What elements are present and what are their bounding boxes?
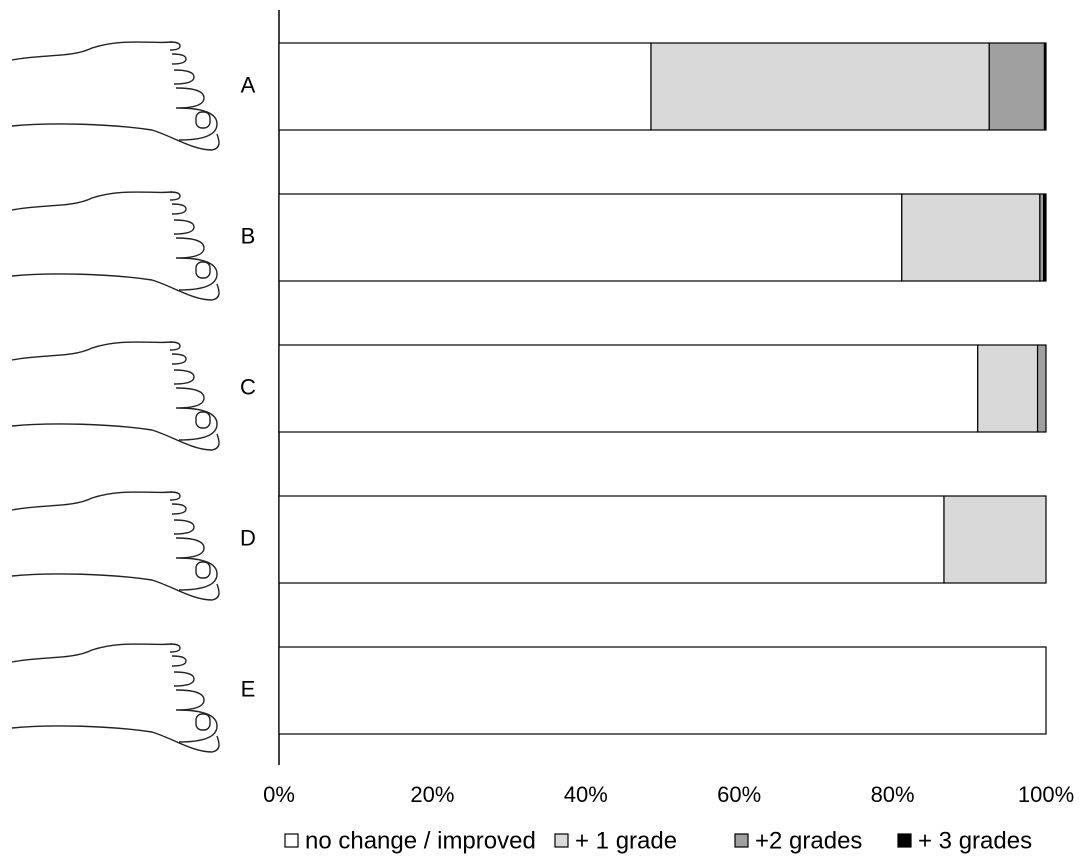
x-tick-label: 100% — [1018, 782, 1074, 807]
bar-segment — [279, 496, 944, 583]
bar-segment — [279, 345, 978, 432]
chart: 0% 20% 40% 60% 80% 100% A B C D Eno change / impro… — [0, 0, 1081, 865]
legend-swatch — [735, 834, 748, 847]
bar-segment — [279, 194, 902, 281]
x-tick-label: 40% — [564, 782, 608, 807]
x-tick-label: 20% — [410, 782, 454, 807]
bar-segment — [279, 647, 1046, 734]
x-tick-label: 80% — [871, 782, 915, 807]
category-label: C — [240, 374, 256, 399]
legend-swatch — [285, 834, 298, 847]
bar-segment — [1044, 194, 1046, 281]
category-label: B — [241, 223, 256, 248]
bar-segment — [1038, 345, 1046, 432]
legend-label: +2 grades — [755, 827, 862, 854]
bar-segment — [978, 345, 1038, 432]
legend-swatch — [555, 834, 568, 847]
x-tick-label: 0% — [263, 782, 295, 807]
bar-segment — [1044, 43, 1046, 130]
category-label: A — [241, 72, 256, 97]
legend-label: no change / improved — [305, 827, 536, 854]
bar-segment — [944, 496, 1046, 583]
bar-segment — [989, 43, 1044, 130]
bar-segment — [902, 194, 1040, 281]
bar-segment — [279, 43, 651, 130]
category-label: D — [240, 525, 256, 550]
legend-label: + 3 grades — [918, 827, 1032, 854]
category-label: E — [241, 676, 256, 701]
illustrations — [12, 42, 219, 752]
legend-label: + 1 grade — [575, 827, 677, 854]
legend-swatch — [898, 834, 911, 847]
x-tick-label: 60% — [717, 782, 761, 807]
bar-segment — [651, 43, 989, 130]
